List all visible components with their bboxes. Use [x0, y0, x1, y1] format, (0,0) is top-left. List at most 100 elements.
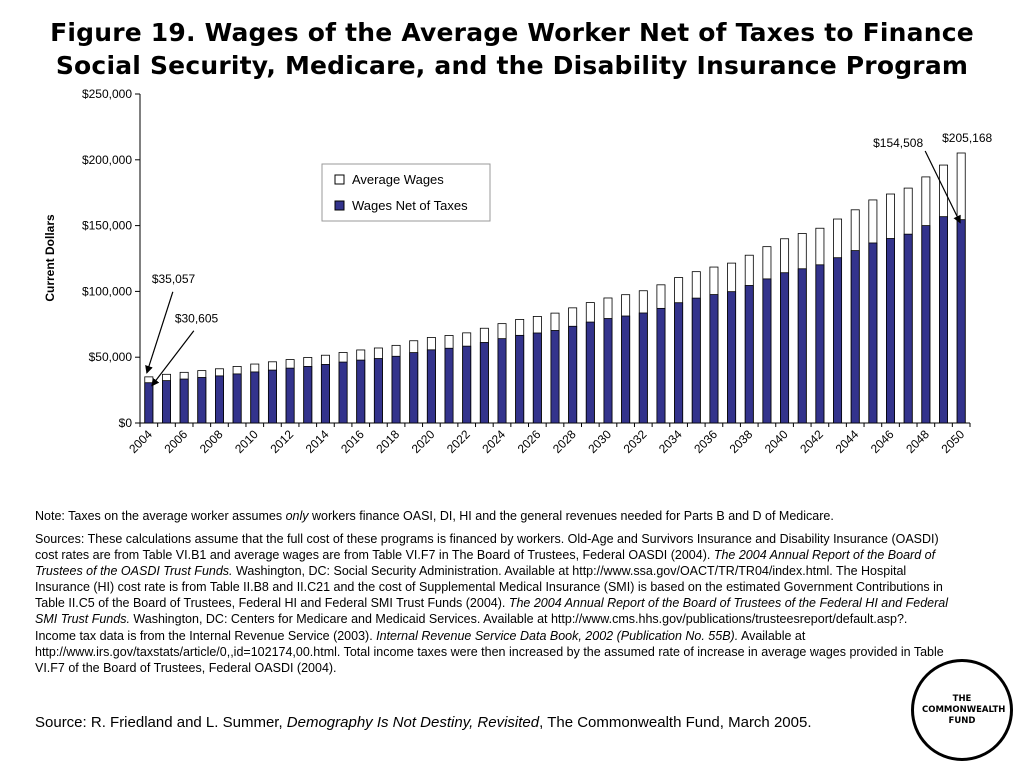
- bar-wages-net-of-taxes: [638, 312, 648, 424]
- sources-text-4: Available at http://www.irs.gov/taxstats…: [35, 628, 944, 675]
- bar-wages-net-of-taxes: [356, 359, 366, 424]
- bar-wages-net-of-taxes: [532, 332, 542, 424]
- chart-bars: [144, 152, 966, 424]
- bar-wages-net-of-taxes: [762, 278, 772, 424]
- annotation-arrow-2: [924, 150, 961, 224]
- y-tick-label: $200,000: [82, 153, 132, 167]
- bar-wages-net-of-taxes: [585, 321, 595, 424]
- sources-paragraph: Sources: These calculations assume that …: [35, 531, 950, 676]
- x-tick-label: 2010: [232, 427, 261, 456]
- logo-line-1: THE: [952, 693, 972, 704]
- sources-italic-3: Internal Revenue Service Data Book, 2002…: [376, 628, 739, 643]
- bar-wages-net-of-taxes: [903, 233, 913, 424]
- legend-label-wages-net-of-taxes: Wages Net of Taxes: [352, 198, 468, 213]
- bar-wages-net-of-taxes: [285, 367, 295, 424]
- figure-title: Figure 19. Wages of the Average Worker N…: [0, 16, 1024, 82]
- logo-text: THE COMMONWEALTH FUND: [922, 693, 1006, 727]
- bar-wages-net-of-taxes: [338, 361, 348, 424]
- bar-wages-net-of-taxes: [320, 364, 330, 424]
- sources-italic-2: The 2004 Annual Report of the Board of T…: [35, 596, 948, 627]
- annotation-label-1: $30,605: [175, 312, 219, 326]
- bar-wages-net-of-taxes: [267, 369, 277, 424]
- x-tick-label: 2032: [621, 427, 650, 456]
- note-italic: only: [285, 509, 309, 523]
- bar-wages-net-of-taxes: [797, 268, 807, 424]
- bar-wages-net-of-taxes: [603, 318, 613, 424]
- bar-wages-net-of-taxes: [621, 315, 631, 424]
- bar-wages-net-of-taxes: [232, 373, 242, 424]
- y-tick-label: $150,000: [82, 219, 132, 233]
- y-tick-label: $100,000: [82, 284, 132, 298]
- sources-italic-1: The 2004 Annual Report of the Board of T…: [35, 548, 936, 579]
- bar-wages-net-of-taxes: [197, 377, 207, 424]
- bar-wages-net-of-taxes: [727, 291, 737, 424]
- x-tick-label: 2020: [409, 427, 438, 456]
- bar-wages-net-of-taxes: [162, 380, 171, 424]
- bar-wages-net-of-taxes: [373, 358, 383, 424]
- bar-wages-net-of-taxes: [921, 225, 931, 424]
- chart-annotations: $35,057 $30,605 $154,508 $205,168: [145, 131, 993, 387]
- bar-wages-net-of-taxes: [462, 345, 472, 424]
- annotation-label-0: $35,057: [152, 272, 196, 286]
- legend-box: [321, 163, 491, 222]
- x-tick-label: 2016: [338, 427, 367, 456]
- legend-swatch-wages-net-of-taxes: [334, 200, 345, 211]
- x-tick-label: 2036: [691, 427, 720, 456]
- y-axis-label: Current Dollars: [43, 214, 57, 302]
- sources-text-2: Washington, DC: Social Security Administ…: [35, 564, 943, 611]
- source-prefix: Source: R. Friedland and L. Summer,: [35, 714, 287, 731]
- sources-text-3: Washington, DC: Centers for Medicare and…: [35, 612, 908, 643]
- bar-wages-net-of-taxes: [497, 338, 507, 424]
- sources-text-1: Sources: These calculations assume that …: [35, 532, 939, 563]
- x-tick-label: 2030: [585, 427, 614, 456]
- source-citation: Source: R. Friedland and L. Summer, Demo…: [35, 713, 855, 732]
- source-suffix: , The Commonwealth Fund, March 2005.: [539, 714, 812, 731]
- bar-wages-net-of-taxes: [550, 330, 560, 424]
- bar-wages-net-of-taxes: [426, 349, 436, 424]
- bar-wages-net-of-taxes: [444, 347, 454, 424]
- bar-wages-net-of-taxes: [868, 242, 878, 424]
- bar-wages-net-of-taxes: [709, 294, 719, 424]
- note-suffix: workers finance OASI, DI, HI and the gen…: [308, 509, 834, 523]
- bar-wages-net-of-taxes: [303, 366, 313, 424]
- bar-wages-net-of-taxes: [250, 371, 260, 424]
- bar-wages-net-of-taxes: [691, 297, 701, 424]
- title-line-1: Figure 19. Wages of the Average Worker N…: [50, 18, 974, 47]
- x-tick-label: 2012: [267, 427, 296, 456]
- bar-wages-net-of-taxes: [780, 272, 790, 424]
- bar-wages-net-of-taxes: [939, 216, 948, 424]
- bar-wages-net-of-taxes: [409, 352, 419, 424]
- x-tick-label: 2046: [868, 427, 897, 456]
- x-tick-label: 2026: [515, 427, 544, 456]
- y-tick-label: $0: [119, 416, 133, 430]
- logo-line-2: COMMONWEALTH: [922, 704, 1006, 715]
- bar-wages-net-of-taxes: [850, 250, 860, 424]
- x-tick-label: 2040: [762, 427, 791, 456]
- chart-legend: Average Wages Wages Net of Taxes: [321, 163, 491, 222]
- bar-wages-net-of-taxes: [744, 285, 754, 424]
- bar-wages-net-of-taxes: [656, 307, 666, 424]
- bar-wages-net-of-taxes: [215, 375, 224, 424]
- source-italic: Demography Is Not Destiny, Revisited: [286, 714, 540, 731]
- bar-wages-net-of-taxes: [674, 302, 684, 424]
- bar-wages-net-of-taxes: [956, 219, 966, 424]
- bar-wages-net-of-taxes: [144, 382, 154, 424]
- x-tick-label: 2006: [161, 427, 190, 456]
- annotation-arrow-1: [151, 330, 195, 387]
- x-tick-label: 2018: [373, 427, 402, 456]
- y-tick-label: $250,000: [82, 87, 132, 101]
- bar-wages-net-of-taxes: [568, 325, 578, 424]
- x-tick-label: 2044: [833, 427, 862, 456]
- bar-wages-net-of-taxes: [479, 342, 489, 424]
- x-tick-label: 2038: [727, 427, 756, 456]
- annotation-label-3: $205,168: [942, 131, 992, 145]
- annotation-arrow-0: [145, 291, 174, 374]
- bar-wages-net-of-taxes: [391, 355, 401, 424]
- bar-wages-net-of-taxes: [815, 264, 825, 424]
- x-tick-label: 2034: [656, 427, 685, 456]
- x-tick-label: 2022: [444, 427, 473, 456]
- legend-swatch-average-wages: [334, 174, 345, 185]
- y-tick-label: $50,000: [89, 350, 133, 364]
- legend-label-average-wages: Average Wages: [352, 172, 444, 187]
- logo-line-3: FUND: [948, 715, 976, 726]
